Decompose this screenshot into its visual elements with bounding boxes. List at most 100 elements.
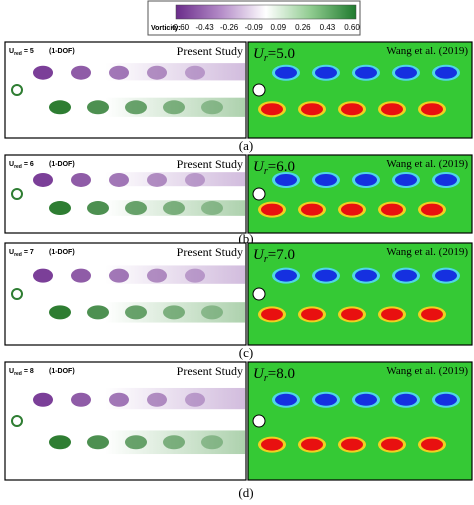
cylinder <box>11 188 23 200</box>
vortex <box>341 203 363 216</box>
vortex <box>87 435 109 450</box>
dof-label: (1-DOF) <box>49 48 75 55</box>
colorbar-label: Vorticity: <box>151 25 181 32</box>
cylinder <box>252 287 266 301</box>
vortex <box>341 438 363 451</box>
right-panel <box>247 361 473 481</box>
vortex <box>33 172 53 187</box>
vortex <box>355 393 377 406</box>
vortex <box>341 308 363 321</box>
vortex <box>395 393 417 406</box>
vortex <box>421 203 443 216</box>
vortex <box>163 305 185 320</box>
wake <box>105 265 245 284</box>
vortex <box>201 305 223 320</box>
vortex <box>201 201 223 216</box>
vortex <box>421 438 443 451</box>
vortex <box>33 392 53 407</box>
panel-title: Present Study <box>177 157 243 171</box>
vortex <box>275 173 297 186</box>
colorbar-tick-label: -0.43 <box>195 23 214 32</box>
left-panel <box>4 154 247 234</box>
vortex <box>261 103 283 116</box>
vortex <box>49 201 71 216</box>
vortex <box>301 103 323 116</box>
vortex <box>109 172 129 187</box>
vortex <box>147 65 167 80</box>
vortex <box>147 268 167 283</box>
panel-title: Present Study <box>177 364 243 378</box>
u-label: Ured = 6 <box>9 161 34 170</box>
u-label: Ured = 8 <box>9 368 34 377</box>
vortex <box>201 435 223 450</box>
wake <box>105 172 245 187</box>
vortex <box>185 172 205 187</box>
vortex <box>185 392 205 407</box>
vortex <box>315 393 337 406</box>
colorbar-tick-label: -0.60 <box>171 23 190 32</box>
vortex <box>71 172 91 187</box>
vortex <box>163 201 185 216</box>
cylinder <box>11 415 23 427</box>
vortex <box>355 269 377 282</box>
right-panel <box>247 242 473 346</box>
ur-label: Ur=5.0 <box>253 46 295 64</box>
vortex <box>125 435 147 450</box>
right-panel <box>247 154 473 234</box>
vortex <box>125 100 147 115</box>
cylinder <box>11 288 23 300</box>
vortex <box>163 435 185 450</box>
wake <box>105 63 245 81</box>
vortex <box>87 100 109 115</box>
vortex <box>301 438 323 451</box>
ur-label: Ur=7.0 <box>253 247 295 265</box>
vortex <box>125 305 147 320</box>
vortex <box>261 308 283 321</box>
vortex <box>201 100 223 115</box>
colorbar-gradient <box>175 4 357 20</box>
left-panel <box>4 361 247 481</box>
vortex <box>185 65 205 80</box>
vortex <box>109 392 129 407</box>
vortex <box>395 173 417 186</box>
vortex <box>381 103 403 116</box>
vortex <box>341 103 363 116</box>
vortex <box>395 66 417 79</box>
vortex <box>421 103 443 116</box>
vortex <box>435 173 457 186</box>
source-label: Wang et al. (2019) <box>386 158 468 170</box>
vortex <box>71 268 91 283</box>
u-label: Ured = 7 <box>9 249 34 258</box>
cylinder <box>252 187 266 201</box>
vortex <box>355 173 377 186</box>
vortex <box>109 65 129 80</box>
vortex <box>49 100 71 115</box>
vortex <box>71 65 91 80</box>
panel-caption: (d) <box>238 485 253 500</box>
vortex <box>315 173 337 186</box>
vortex <box>435 393 457 406</box>
wake <box>105 387 245 410</box>
colorbar-tick-label: 0.26 <box>295 23 311 32</box>
cylinder <box>252 83 266 97</box>
vortex <box>395 269 417 282</box>
vortex <box>261 438 283 451</box>
vortex <box>275 393 297 406</box>
vortex <box>435 269 457 282</box>
source-label: Wang et al. (2019) <box>386 246 468 258</box>
vortex <box>315 66 337 79</box>
left-panel <box>4 242 247 346</box>
panel-caption: (c) <box>239 345 253 360</box>
vortex <box>33 65 53 80</box>
dof-label: (1-DOF) <box>49 368 75 375</box>
panel-caption: (b) <box>238 231 253 246</box>
dof-label: (1-DOF) <box>49 249 75 256</box>
cylinder <box>11 84 23 96</box>
vortex <box>49 305 71 320</box>
ur-label: Ur=6.0 <box>253 159 295 177</box>
vortex <box>125 201 147 216</box>
vortex <box>49 435 71 450</box>
vortex <box>275 269 297 282</box>
vortex <box>109 268 129 283</box>
